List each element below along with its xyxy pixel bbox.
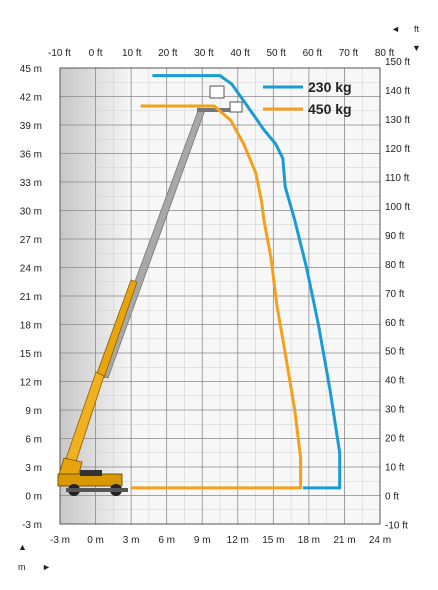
- x-tick-label-m: 21 m: [333, 535, 355, 546]
- ft-unit-marker: ◄ ft ▼: [391, 24, 421, 53]
- right-arrow-icon: ►: [42, 562, 51, 572]
- m-unit-label: m: [18, 562, 26, 572]
- x-axis-meters: -3 m 0 m 3 m 6 m 9 m 12 m 15 m 18 m 21 m 24 m: [50, 535, 391, 546]
- left-arrow-icon: ◄: [391, 24, 400, 34]
- x-tick-label-m: 3 m: [123, 535, 140, 546]
- y-tick-label-ft: 40 ft: [385, 376, 405, 387]
- y-tick-label-ft: 110 ft: [385, 173, 409, 184]
- x-tick-label-ft: 30 ft: [194, 48, 214, 59]
- y-tick-label-m: 45 m: [20, 64, 42, 75]
- y-tick-label-ft: 80 ft: [385, 260, 405, 271]
- y-tick-label-ft: 60 ft: [385, 318, 405, 329]
- basket-icon: [209, 85, 225, 99]
- series-line-1: [131, 104, 303, 490]
- y-tick-label-m: 3 m: [25, 463, 42, 474]
- y-tick-label-m: 33 m: [20, 178, 42, 189]
- y-tick-label-ft: 30 ft: [385, 405, 405, 416]
- y-tick-label-m: 9 m: [25, 406, 42, 417]
- y-tick-label-m: 0 m: [25, 492, 42, 503]
- y-tick-label-m: 27 m: [20, 235, 42, 246]
- y-axis-meters: -3 m 0 m 3 m 6 m 9 m 12 m 15 m 18 m 21 m 24 m 27 m…: [20, 64, 42, 531]
- y-tick-label-m: 36 m: [20, 150, 42, 161]
- y-tick-label-m: 18 m: [20, 321, 42, 332]
- basket-icon: [229, 101, 243, 113]
- ft-unit-label: ft: [414, 24, 420, 34]
- y-tick-label-m: 42 m: [20, 93, 42, 104]
- y-tick-label-ft: 70 ft: [385, 289, 405, 300]
- series-line-0: [152, 74, 342, 490]
- m-unit-marker: ▲ m ►: [18, 542, 51, 572]
- down-arrow-icon: ▼: [412, 43, 421, 53]
- x-tick-label-ft: 70 ft: [339, 48, 359, 59]
- y-tick-label-ft: 10 ft: [385, 463, 405, 474]
- y-tick-label-m: 15 m: [20, 349, 42, 360]
- x-tick-label-m: 24 m: [369, 535, 391, 546]
- y-tick-label-ft: 20 ft: [385, 434, 405, 445]
- y-tick-label-ft: 0 ft: [385, 492, 399, 503]
- y-tick-label-m: 30 m: [20, 207, 42, 218]
- x-tick-label-ft: -10 ft: [48, 48, 71, 59]
- legend: 230 kg 450 kg: [263, 79, 352, 117]
- x-axis-feet: -10 ft 0 ft 10 ft 20 ft 30 ft 40 ft 50 ft 60 ft…: [48, 48, 394, 59]
- y-tick-label-m: 12 m: [20, 378, 42, 389]
- y-tick-label-m: 39 m: [20, 121, 42, 132]
- jib-icon: [197, 108, 233, 112]
- y-tick-label-m: 24 m: [20, 264, 42, 275]
- x-tick-label-m: 15 m: [262, 535, 284, 546]
- x-tick-label-ft: 10 ft: [122, 48, 142, 59]
- y-tick-label-ft: 50 ft: [385, 347, 405, 358]
- x-tick-label-m: 6 m: [158, 535, 175, 546]
- machine-illustration: [57, 85, 243, 496]
- legend-label-230kg: 230 kg: [308, 79, 352, 95]
- plot-border: [59, 67, 381, 525]
- up-arrow-icon: ▲: [18, 542, 27, 552]
- x-tick-label-ft: 20 ft: [158, 48, 178, 59]
- series-lines: [131, 74, 342, 490]
- y-tick-label-m: 21 m: [20, 292, 42, 303]
- y-tick-label-ft: -10 ft: [385, 520, 408, 531]
- legend-label-450kg: 450 kg: [308, 101, 352, 117]
- y-tick-label-ft: 100 ft: [385, 202, 410, 213]
- x-tick-label-m: 12 m: [227, 535, 249, 546]
- x-tick-label-m: 18 m: [298, 535, 320, 546]
- x-tick-label-ft: 80 ft: [375, 48, 395, 59]
- y-tick-label-ft: 150 ft: [385, 57, 410, 68]
- y-tick-label-ft: 120 ft: [385, 144, 410, 155]
- x-tick-label-m: 0 m: [87, 535, 104, 546]
- outrigger-icon: [66, 488, 128, 492]
- y-axis-feet: -10 ft 0 ft 10 ft 20 ft 30 ft 40 ft 50 ft 60 ft…: [385, 57, 410, 531]
- x-tick-label-ft: 50 ft: [266, 48, 286, 59]
- x-tick-label-m: -3 m: [50, 535, 70, 546]
- y-tick-label-m: -3 m: [22, 520, 42, 531]
- x-tick-label-ft: 0 ft: [89, 48, 103, 59]
- chassis-cab-icon: [80, 470, 102, 476]
- y-tick-label-m: 6 m: [25, 435, 42, 446]
- x-tick-label-ft: 60 ft: [303, 48, 323, 59]
- y-tick-label-ft: 140 ft: [385, 86, 410, 97]
- x-tick-label-m: 9 m: [194, 535, 211, 546]
- x-tick-label-ft: 40 ft: [230, 48, 250, 59]
- y-tick-label-ft: 130 ft: [385, 115, 410, 126]
- y-tick-label-ft: 90 ft: [385, 231, 405, 242]
